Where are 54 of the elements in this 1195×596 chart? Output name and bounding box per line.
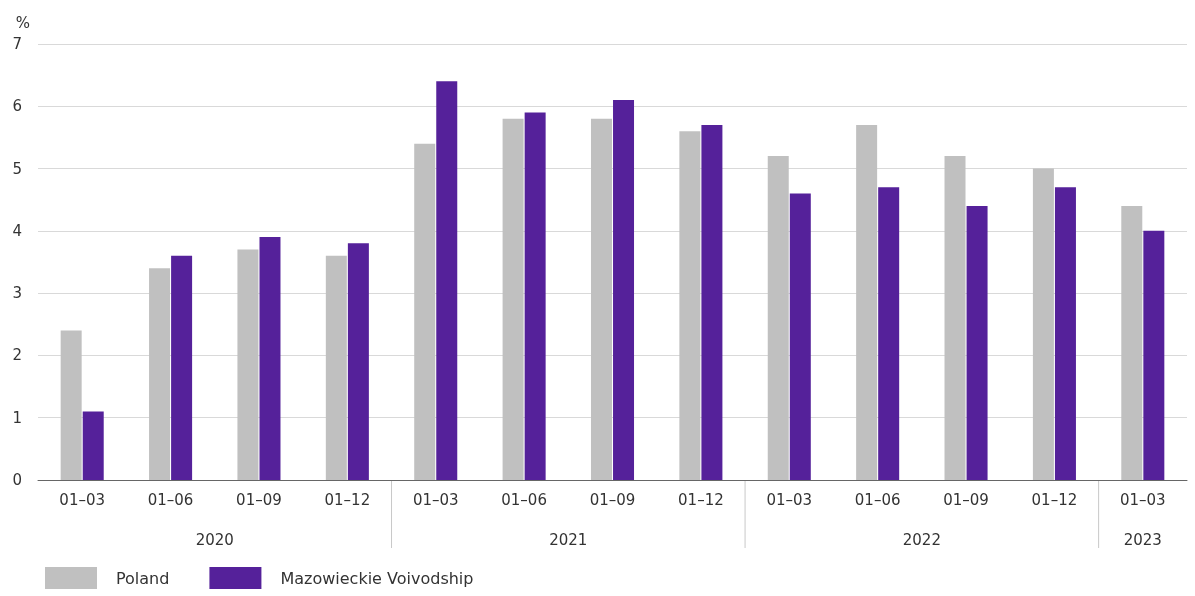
bar	[347, 243, 369, 480]
y-tick-label: 5	[12, 159, 22, 178]
text: 2022	[902, 531, 941, 549]
bar	[701, 124, 723, 480]
y-tick-label: 7	[12, 35, 22, 53]
text: 2023	[1123, 531, 1162, 549]
x-tick-label: 01–09	[236, 490, 282, 509]
y-tick-label: 0	[12, 471, 22, 489]
y-tick-label: 6	[12, 97, 22, 116]
bar	[502, 118, 524, 480]
y-tick-label: 2	[12, 346, 22, 365]
bar	[590, 118, 612, 480]
bar	[679, 131, 701, 480]
y-tick-label: 3	[12, 284, 22, 303]
x-tick-label: 01–03	[1119, 490, 1166, 509]
text: 2021	[549, 531, 588, 549]
bar	[613, 100, 635, 480]
bar	[325, 255, 347, 480]
x-tick-label: 01–06	[501, 490, 547, 509]
bar	[1032, 168, 1054, 480]
bar	[1054, 187, 1076, 480]
bar	[878, 187, 900, 480]
bar	[524, 112, 546, 480]
x-tick-label: 01–12	[324, 490, 371, 509]
bar	[944, 156, 966, 480]
x-tick-label: 01–06	[854, 490, 901, 509]
legend-label: Mazowieckie Voivodship	[280, 568, 474, 588]
x-tick-label: 01–12	[1031, 490, 1078, 509]
legend-label: Poland	[116, 568, 170, 588]
y-tick-label: 4	[12, 221, 22, 240]
bar	[966, 205, 988, 480]
bar	[1121, 205, 1143, 480]
bar	[171, 255, 193, 480]
bar	[1143, 230, 1165, 480]
x-tick-label: 01–03	[766, 490, 813, 509]
bar	[259, 237, 281, 480]
x-tick-label: 01–09	[589, 490, 636, 509]
bar	[414, 143, 436, 480]
bar	[60, 330, 82, 480]
bar	[237, 249, 259, 480]
x-tick-label: 01–03	[59, 490, 106, 509]
bar	[789, 193, 811, 480]
x-tick-label: 01–06	[147, 490, 194, 509]
y-tick-label: 1	[12, 408, 22, 427]
x-tick-label: 01–12	[678, 490, 724, 509]
y-axis-title: %	[15, 13, 30, 32]
x-tick-label: 01–03	[412, 490, 459, 509]
x-tick-label: 01–09	[943, 490, 989, 509]
text: 2020	[195, 531, 234, 549]
bar	[82, 411, 104, 480]
bar	[436, 81, 458, 480]
bar	[149, 268, 171, 480]
bar	[856, 124, 878, 480]
bar	[767, 156, 789, 480]
